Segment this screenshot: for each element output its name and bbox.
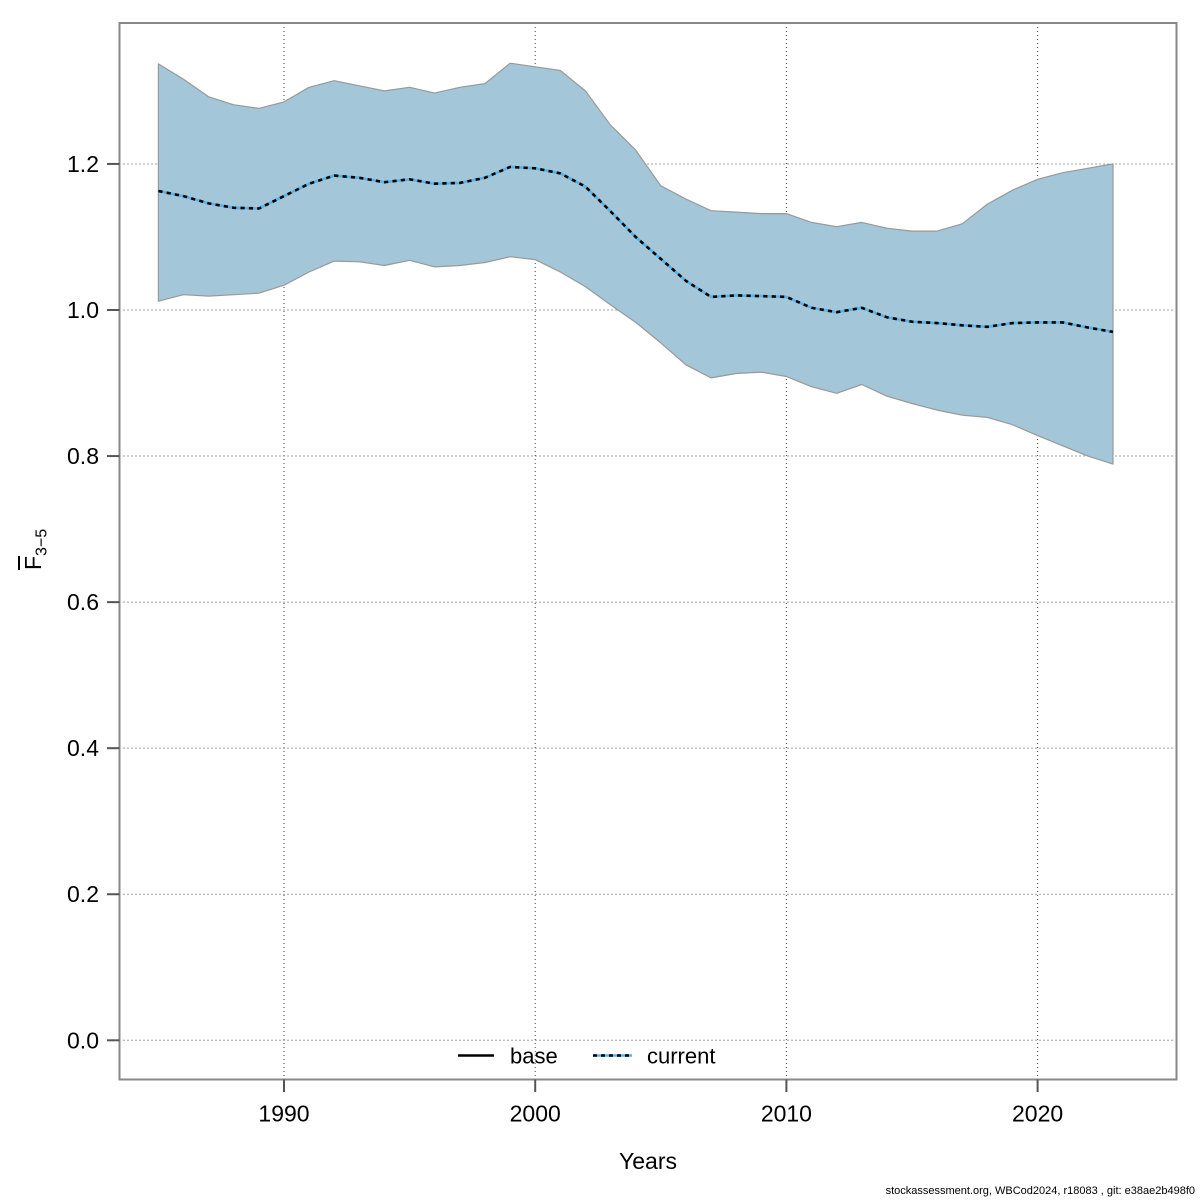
y-axis-title-subscript: 3−5 bbox=[33, 528, 51, 556]
y-tick-label: 0.8 bbox=[67, 443, 99, 469]
y-axis-title: F3−5 bbox=[18, 529, 52, 570]
x-tick-label: 2020 bbox=[1012, 1101, 1063, 1127]
axis-ticks bbox=[107, 162, 1039, 1092]
y-tick-label: 0.6 bbox=[67, 589, 99, 615]
legend-base-label: base bbox=[510, 1044, 558, 1069]
y-tick-label: 1.0 bbox=[67, 297, 99, 323]
legend-current-label: current bbox=[647, 1044, 715, 1069]
x-tick-label: 1990 bbox=[258, 1101, 309, 1127]
y-tick-label: 0.4 bbox=[67, 735, 99, 761]
axis-tick-labels: 0.0 0.2 0.4 0.6 0.8 1.0 1.2 1990 2000 2010 2020 bbox=[67, 151, 1063, 1127]
x-tick-label: 2000 bbox=[510, 1101, 561, 1127]
plot-frame bbox=[118, 22, 1178, 1081]
confidence-band bbox=[157, 62, 1114, 465]
y-tick-label: 1.2 bbox=[67, 151, 99, 177]
y-axis-title-fbar: F bbox=[18, 555, 46, 570]
current-line-dashes bbox=[158, 165, 1114, 334]
plot-border bbox=[118, 22, 1178, 1081]
legend-item-base: base bbox=[458, 1044, 558, 1069]
legend: base current bbox=[458, 1044, 715, 1069]
confidence-band-area bbox=[157, 62, 1114, 465]
x-axis-title: Years bbox=[619, 1148, 677, 1174]
x-tick-label: 2010 bbox=[761, 1101, 812, 1127]
current-line bbox=[158, 165, 1114, 334]
y-tick-label: 0.2 bbox=[67, 881, 99, 907]
legend-item-current: current bbox=[593, 1044, 715, 1069]
footer-caption: stockassessment.org, WBCod2024, r18083 ,… bbox=[885, 1185, 1195, 1197]
y-tick-label: 0.0 bbox=[67, 1027, 99, 1053]
